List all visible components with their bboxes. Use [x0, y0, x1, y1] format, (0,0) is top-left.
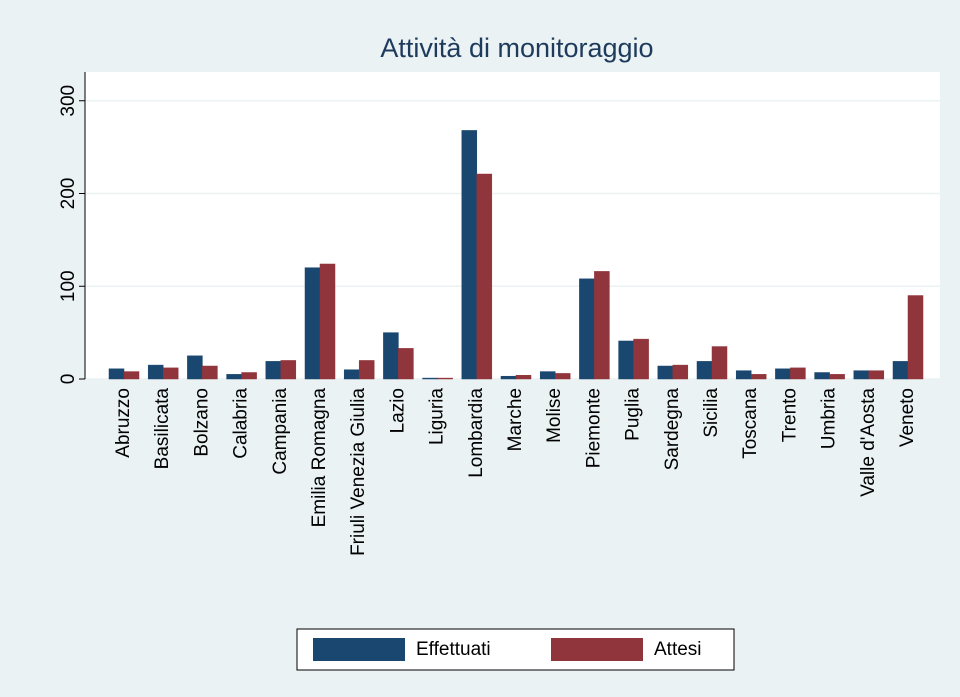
legend-label: Attesi [654, 639, 702, 660]
bar [539, 371, 556, 380]
bar [829, 374, 845, 380]
x-tick-label: Abruzzo [113, 388, 134, 458]
bar [162, 367, 179, 380]
bar [775, 368, 791, 380]
x-tick-label: Friuli Venezia Giulia [348, 388, 369, 556]
bar [735, 370, 752, 380]
y-tick-label: 300 [58, 85, 79, 117]
y-tick-label: 100 [58, 270, 79, 302]
bar [226, 374, 242, 380]
x-tick-label: Basilicata [152, 388, 173, 470]
x-tick-label: Bolzano [191, 388, 212, 457]
x-tick-label: Calabria [231, 388, 252, 459]
x-tick-label: Umbria [819, 388, 840, 450]
bar [398, 348, 414, 380]
y-tick-label: 0 [58, 374, 79, 385]
x-tick-label: Marche [505, 388, 526, 451]
bar [814, 372, 830, 380]
bar [618, 340, 634, 380]
x-tick-label: Puglia [623, 388, 644, 441]
bar [853, 370, 870, 380]
bar [657, 365, 674, 380]
bar [123, 371, 140, 380]
x-tick-label: Toscana [740, 388, 761, 459]
bar [358, 360, 375, 380]
x-tick-label: Valle d'Aosta [858, 388, 879, 497]
bar [790, 367, 806, 380]
bar [202, 365, 218, 380]
bar [892, 361, 909, 380]
bar [304, 267, 321, 380]
bar [750, 374, 767, 380]
bar [711, 346, 728, 380]
bar [594, 271, 610, 380]
bar [476, 173, 493, 380]
x-tick-label: Liguria [427, 388, 448, 445]
bar [319, 263, 336, 380]
bar [108, 368, 125, 380]
bar [515, 375, 532, 380]
bar [696, 361, 713, 380]
bar [579, 278, 595, 380]
bar [147, 364, 164, 380]
bar [187, 355, 203, 380]
x-tick-label: Lombardia [466, 388, 487, 478]
legend-label: Effettuati [416, 639, 491, 660]
bar [265, 361, 282, 380]
legend-swatch [551, 638, 643, 661]
bar [554, 373, 571, 380]
bar [343, 369, 360, 380]
x-tick-label: Lazio [387, 388, 408, 433]
chart-title: Attività di monitoraggio [380, 33, 653, 63]
legend-swatch [313, 638, 405, 661]
x-tick-label: Sicilia [701, 388, 722, 438]
y-tick-label: 200 [58, 178, 79, 210]
x-tick-label: Molise [544, 388, 565, 443]
bar [500, 375, 517, 380]
bar [907, 295, 924, 380]
x-tick-label: Trento [779, 388, 800, 442]
x-tick-label: Campania [270, 388, 291, 475]
x-tick-label: Veneto [897, 388, 918, 447]
bar [422, 377, 438, 380]
x-tick-label: Piemonte [583, 388, 604, 468]
bar [437, 377, 453, 380]
bar [241, 372, 257, 380]
bar [461, 130, 478, 380]
bar [633, 338, 649, 380]
x-tick-label: Emilia Romagna [309, 388, 330, 528]
bar [280, 360, 297, 380]
bar [383, 332, 399, 380]
bar [868, 370, 885, 380]
bar [672, 364, 689, 380]
plot-area [85, 72, 940, 379]
x-tick-label: Sardegna [662, 388, 683, 471]
